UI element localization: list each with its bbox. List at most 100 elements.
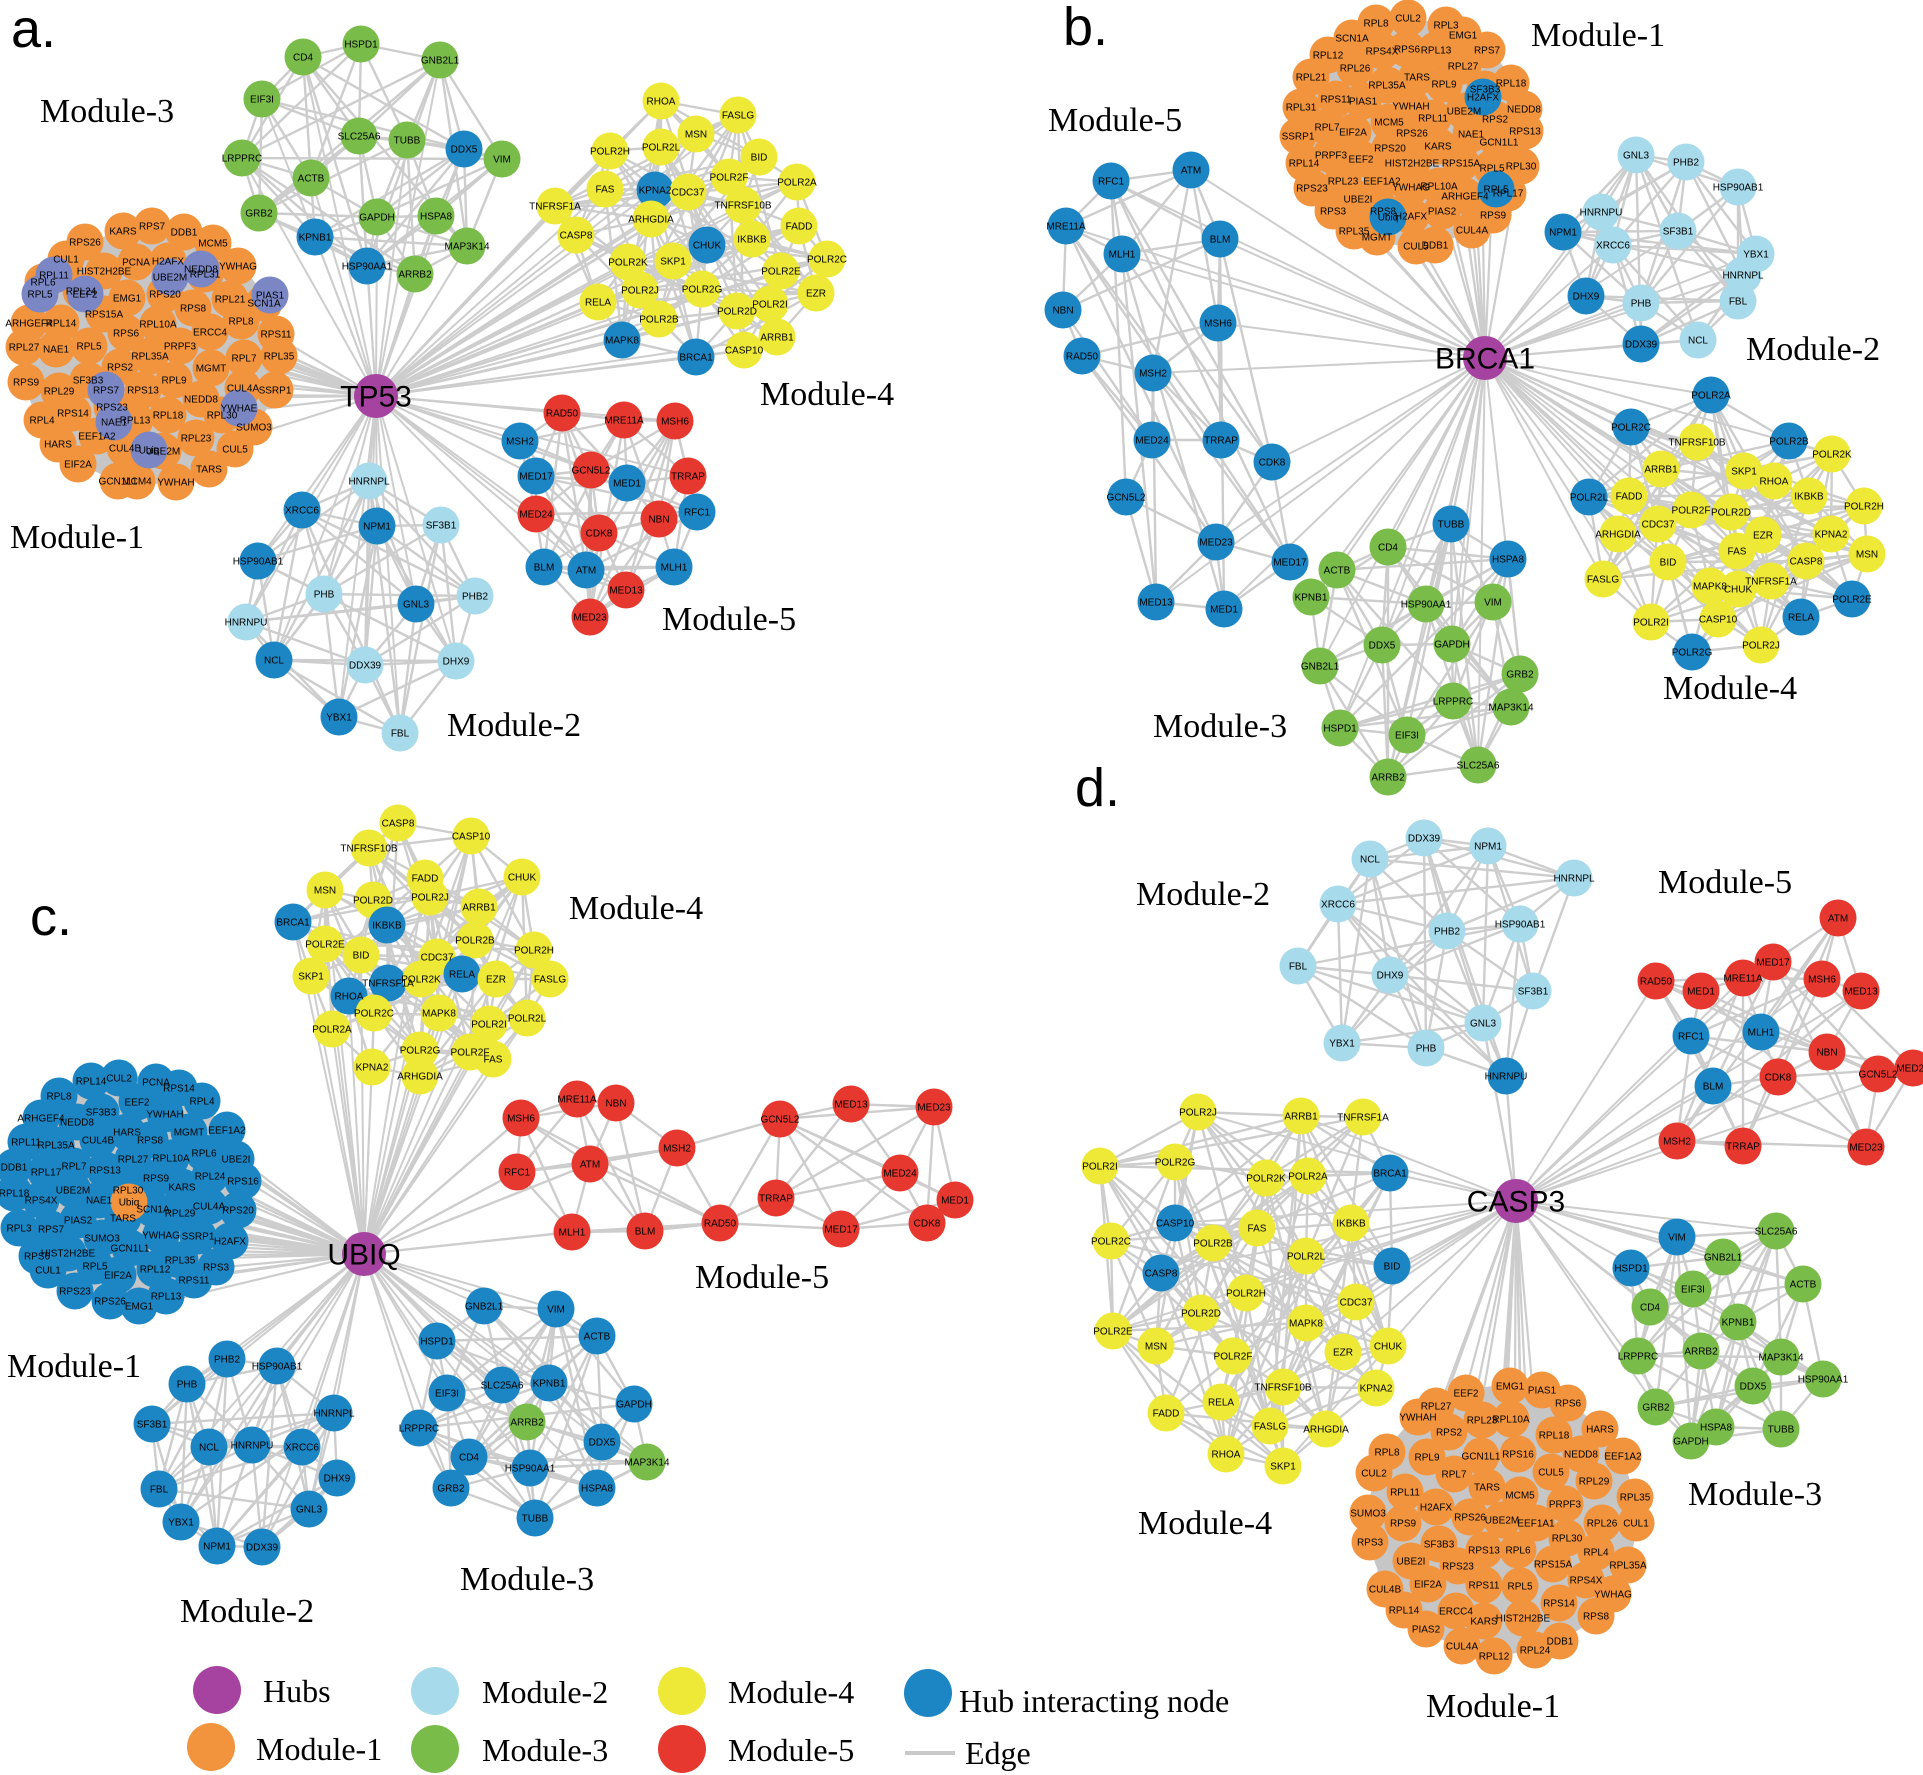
svg-text:Module-1: Module-1 <box>7 1348 141 1385</box>
svg-text:RHOA: RHOA <box>647 97 676 108</box>
svg-text:PIAS1: PIAS1 <box>256 291 285 302</box>
svg-text:RPS6: RPS6 <box>1394 45 1421 56</box>
svg-text:d.: d. <box>1075 758 1120 818</box>
svg-text:NAE1: NAE1 <box>43 345 70 356</box>
svg-text:FASLG: FASLG <box>1587 575 1619 586</box>
svg-text:KPNB1: KPNB1 <box>1722 1318 1755 1329</box>
svg-text:EIF3I: EIF3I <box>1681 1285 1705 1296</box>
svg-text:SSRP1: SSRP1 <box>259 386 292 397</box>
svg-text:BID: BID <box>1384 1262 1401 1273</box>
svg-text:RPL13: RPL13 <box>120 416 151 427</box>
svg-text:IKBKB: IKBKB <box>1336 1219 1366 1230</box>
svg-text:KARS: KARS <box>168 1183 196 1194</box>
svg-text:ARRB2: ARRB2 <box>398 270 432 281</box>
svg-text:RPL7: RPL7 <box>1314 123 1339 134</box>
svg-text:MSH6: MSH6 <box>1808 975 1836 986</box>
svg-text:EEF1A1: EEF1A1 <box>1517 1519 1555 1530</box>
svg-text:YWHAH: YWHAH <box>146 1110 183 1121</box>
svg-text:RPL6: RPL6 <box>30 278 55 289</box>
svg-text:HNRNPU: HNRNPU <box>231 1441 274 1452</box>
svg-text:RPS2: RPS2 <box>1482 115 1509 126</box>
svg-text:YBX1: YBX1 <box>168 1518 194 1529</box>
svg-text:GNB2L1: GNB2L1 <box>465 1302 504 1313</box>
svg-text:CASP3: CASP3 <box>1467 1186 1565 1219</box>
svg-text:Module-5: Module-5 <box>662 601 796 638</box>
svg-text:SUMO3: SUMO3 <box>84 1234 120 1245</box>
svg-text:RPS8: RPS8 <box>1370 207 1397 218</box>
svg-text:RPL11: RPL11 <box>11 1138 41 1149</box>
svg-text:HARS: HARS <box>1586 1425 1614 1436</box>
svg-text:RAD50: RAD50 <box>1640 977 1673 988</box>
svg-text:HSP90AB1: HSP90AB1 <box>1713 183 1764 194</box>
svg-text:RPS23: RPS23 <box>1296 184 1328 195</box>
svg-text:RPS11: RPS11 <box>1321 95 1352 106</box>
svg-text:Ubiq: Ubiq <box>119 1198 140 1209</box>
svg-text:POLR2L: POLR2L <box>1570 493 1609 504</box>
svg-text:RPL35A: RPL35A <box>1368 81 1406 92</box>
svg-text:RPS26: RPS26 <box>69 238 101 249</box>
svg-text:EEF2: EEF2 <box>72 290 97 301</box>
svg-text:TNFRSF10B: TNFRSF10B <box>340 844 398 855</box>
svg-text:MCM4: MCM4 <box>122 477 152 488</box>
svg-text:SCN1A: SCN1A <box>136 1205 170 1216</box>
svg-text:RPL3: RPL3 <box>1433 21 1458 32</box>
svg-text:MSH2: MSH2 <box>1663 1137 1691 1148</box>
svg-text:CDC37: CDC37 <box>1340 1298 1373 1309</box>
svg-text:ACTB: ACTB <box>1790 1280 1817 1291</box>
svg-text:RELA: RELA <box>1208 1398 1234 1409</box>
svg-text:RPL11: RPL11 <box>1390 1488 1420 1499</box>
svg-text:RFC1: RFC1 <box>684 508 711 519</box>
svg-text:XRCC6: XRCC6 <box>1596 241 1630 252</box>
svg-text:XRCC6: XRCC6 <box>285 506 319 517</box>
svg-text:MED13: MED13 <box>609 586 643 597</box>
svg-text:PHB: PHB <box>314 590 335 601</box>
svg-text:NBN: NBN <box>648 515 669 526</box>
svg-text:RPL5: RPL5 <box>76 342 101 353</box>
svg-text:RPL23: RPL23 <box>1467 1416 1498 1427</box>
svg-text:MED23: MED23 <box>1199 538 1233 549</box>
svg-text:CASP10: CASP10 <box>725 346 764 357</box>
svg-text:GAPDH: GAPDH <box>359 213 395 224</box>
svg-text:RPL14: RPL14 <box>76 1077 107 1088</box>
svg-text:POLR2D: POLR2D <box>717 307 757 318</box>
svg-text:YWHAG: YWHAG <box>142 1231 180 1242</box>
svg-text:RPS14: RPS14 <box>163 1084 195 1095</box>
svg-text:BLM: BLM <box>1703 1082 1724 1093</box>
svg-text:SF3B3: SF3B3 <box>73 376 104 387</box>
svg-text:NBN: NBN <box>605 1099 626 1110</box>
svg-text:RPL35: RPL35 <box>165 1256 196 1267</box>
svg-text:DHX9: DHX9 <box>324 1474 351 1485</box>
svg-text:H2AFX: H2AFX <box>214 1237 247 1248</box>
svg-text:RPS20: RPS20 <box>1374 144 1406 155</box>
svg-text:Edge: Edge <box>965 1735 1031 1771</box>
svg-text:ARHGEF4: ARHGEF4 <box>5 319 53 330</box>
svg-text:SF3B1: SF3B1 <box>137 1420 168 1431</box>
svg-text:RPL18: RPL18 <box>153 411 184 422</box>
svg-text:GAPDH: GAPDH <box>1434 640 1470 651</box>
svg-text:RPL10A: RPL10A <box>152 1154 190 1165</box>
svg-text:NEDD8: NEDD8 <box>1507 105 1541 116</box>
svg-text:DHX9: DHX9 <box>1377 971 1404 982</box>
svg-text:GNB2L1: GNB2L1 <box>1704 1253 1743 1264</box>
svg-text:FADD: FADD <box>1616 492 1643 503</box>
svg-text:LRPPRC: LRPPRC <box>399 1424 440 1435</box>
svg-text:SCN1A: SCN1A <box>247 299 281 310</box>
svg-text:MSN: MSN <box>685 130 707 141</box>
svg-text:Module-4: Module-4 <box>569 890 703 927</box>
svg-text:TRRAP: TRRAP <box>1204 436 1238 447</box>
svg-text:RAD50: RAD50 <box>546 409 579 420</box>
svg-text:SF3B1: SF3B1 <box>1518 987 1549 998</box>
svg-text:RPS26: RPS26 <box>1396 129 1428 140</box>
svg-text:SSRP1: SSRP1 <box>1282 132 1315 143</box>
svg-text:HSPA8: HSPA8 <box>420 212 452 223</box>
svg-text:POLR2J: POLR2J <box>411 893 449 904</box>
svg-text:EEF2: EEF2 <box>1453 1389 1478 1400</box>
svg-text:RPL5: RPL5 <box>1483 185 1508 196</box>
svg-text:MRE11A: MRE11A <box>604 416 644 427</box>
svg-text:NBN: NBN <box>1052 306 1073 317</box>
svg-text:RPL7: RPL7 <box>61 1162 86 1173</box>
svg-text:GNL3: GNL3 <box>1623 151 1650 162</box>
svg-text:RPL29: RPL29 <box>44 387 75 398</box>
svg-text:Hub interacting node: Hub interacting node <box>959 1683 1229 1719</box>
svg-text:CUL1: CUL1 <box>53 255 79 266</box>
